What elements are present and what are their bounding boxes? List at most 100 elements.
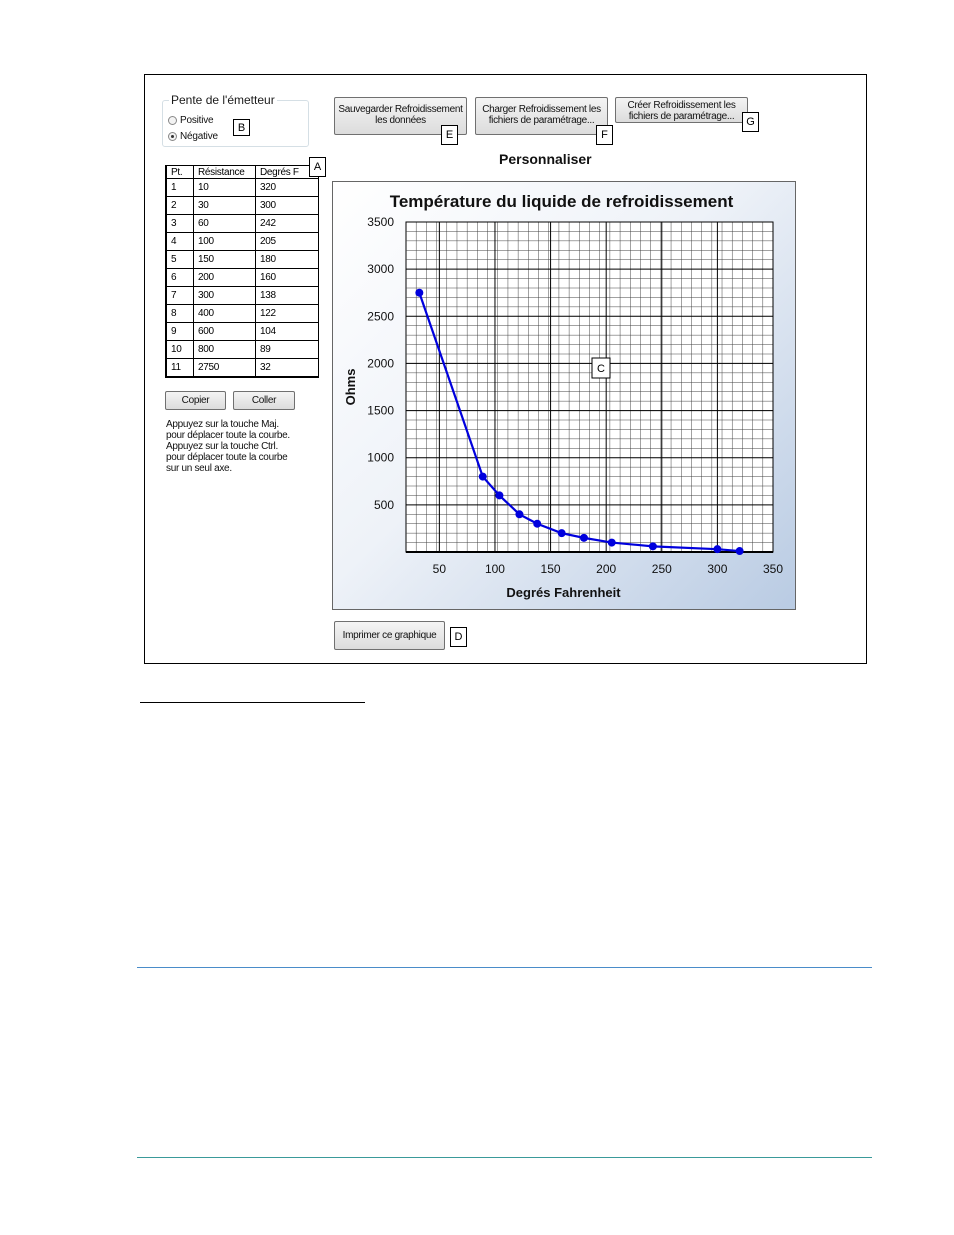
cell-degrees[interactable]: 205 <box>255 232 319 251</box>
table-row[interactable]: 8 400 122 <box>166 304 319 323</box>
emitter-slope-group: Pente de l'émetteur Positive Négative <box>162 93 309 147</box>
y-tick-label: 1000 <box>367 451 394 465</box>
x-tick-label: 50 <box>433 562 447 576</box>
cell-degrees[interactable]: 242 <box>255 214 319 233</box>
table-row[interactable]: 9 600 104 <box>166 322 319 341</box>
table-row[interactable]: 4 100 205 <box>166 232 319 251</box>
keyboard-hint: Appuyez sur la touche Maj. pour déplacer… <box>166 419 316 474</box>
cell-pt[interactable]: 3 <box>166 214 194 233</box>
cell-resistance[interactable]: 300 <box>193 286 256 305</box>
cell-resistance[interactable]: 200 <box>193 268 256 287</box>
hint-line-2: pour déplacer toute la courbe. <box>166 430 290 441</box>
callout-e: E <box>441 125 458 145</box>
cell-pt[interactable]: 5 <box>166 250 194 269</box>
y-tick-label: 3500 <box>367 215 394 229</box>
callout-c: C <box>591 357 611 379</box>
col-header-resistance: Résistance <box>193 166 256 179</box>
positive-radio-button[interactable] <box>168 116 177 125</box>
x-tick-label: 350 <box>763 562 783 576</box>
cell-resistance[interactable]: 100 <box>193 232 256 251</box>
cell-resistance[interactable]: 60 <box>193 214 256 233</box>
cell-degrees[interactable]: 138 <box>255 286 319 305</box>
cell-pt[interactable]: 11 <box>166 358 194 377</box>
hint-line-1: Appuyez sur la touche Maj. <box>166 419 279 430</box>
cell-pt[interactable]: 10 <box>166 340 194 359</box>
cell-resistance[interactable]: 30 <box>193 196 256 215</box>
cell-resistance[interactable]: 800 <box>193 340 256 359</box>
emitter-slope-title: Pente de l'émetteur <box>169 93 277 107</box>
x-tick-label: 250 <box>652 562 672 576</box>
save-button-line-2: les données <box>375 115 426 126</box>
resistance-table[interactable]: Pt. Résistance Degrés F 1 10 320 2 30 300 3 60 2… <box>165 165 319 378</box>
load-button-line-1: Charger Refroidissement les <box>482 104 601 115</box>
customize-heading: Personnaliser <box>499 151 592 167</box>
table-row[interactable]: 10 800 89 <box>166 340 319 359</box>
data-point <box>713 545 722 554</box>
table-row[interactable]: 7 300 138 <box>166 286 319 305</box>
callout-a: A <box>309 157 326 177</box>
cell-degrees[interactable]: 180 <box>255 250 319 269</box>
data-point <box>478 472 487 481</box>
table-row[interactable]: 2 30 300 <box>166 196 319 215</box>
x-tick-label: 150 <box>541 562 561 576</box>
cell-degrees[interactable]: 89 <box>255 340 319 359</box>
x-tick-label: 100 <box>485 562 505 576</box>
temperature-chart[interactable]: 50 100 150 200 250 300 350 500 1000 1500 2000 2500 3… <box>332 181 796 610</box>
chart-svg: 50 100 150 200 250 300 350 500 1000 1500 2000 2500 3… <box>343 192 783 600</box>
y-tick-label: 2500 <box>367 309 394 323</box>
negative-radio[interactable]: Négative <box>168 131 218 142</box>
cell-degrees[interactable]: 300 <box>255 196 319 215</box>
table-row[interactable]: 11 2750 32 <box>166 358 319 377</box>
table-row[interactable]: 6 200 160 <box>166 268 319 287</box>
cell-pt[interactable]: 2 <box>166 196 194 215</box>
cell-pt[interactable]: 8 <box>166 304 194 323</box>
cell-resistance[interactable]: 2750 <box>193 358 256 377</box>
table-row[interactable]: 3 60 242 <box>166 214 319 233</box>
data-point <box>557 529 566 538</box>
create-button-line-1: Créer Refroidissement les <box>627 100 736 111</box>
cell-pt[interactable]: 9 <box>166 322 194 341</box>
positive-radio[interactable]: Positive <box>168 115 214 126</box>
cell-resistance[interactable]: 400 <box>193 304 256 323</box>
data-point <box>607 538 616 547</box>
data-point <box>415 288 424 297</box>
y-tick-label: 3000 <box>367 262 394 276</box>
cell-degrees[interactable]: 320 <box>255 178 319 197</box>
negative-radio-label: Négative <box>180 131 218 142</box>
data-point <box>495 491 504 500</box>
hint-line-4: pour déplacer toute la courbe <box>166 452 288 463</box>
copy-button[interactable]: Copier <box>165 391 226 410</box>
y-tick-label: 1500 <box>367 404 394 418</box>
positive-radio-label: Positive <box>180 115 214 126</box>
cell-pt[interactable]: 6 <box>166 268 194 287</box>
callout-d: D <box>450 627 467 647</box>
load-button-line-2: fichiers de paramétrage... <box>488 115 595 126</box>
cell-degrees[interactable]: 104 <box>255 322 319 341</box>
chart-title: Température du liquide de refroidissemen… <box>390 192 734 211</box>
paste-button[interactable]: Coller <box>233 391 295 410</box>
x-tick-label: 300 <box>707 562 727 576</box>
negative-radio-button[interactable] <box>168 132 177 141</box>
cell-pt[interactable]: 1 <box>166 178 194 197</box>
hint-line-5: sur un seul axe. <box>166 463 232 474</box>
cell-resistance[interactable]: 600 <box>193 322 256 341</box>
cell-degrees[interactable]: 122 <box>255 304 319 323</box>
footer-rule-bottom <box>137 1157 872 1158</box>
hint-line-3: Appuyez sur la touche Ctrl. <box>166 441 278 452</box>
cell-resistance[interactable]: 150 <box>193 250 256 269</box>
table-row[interactable]: 1 10 320 <box>166 178 319 197</box>
x-tick-label: 200 <box>596 562 616 576</box>
cell-degrees[interactable]: 160 <box>255 268 319 287</box>
cell-pt[interactable]: 4 <box>166 232 194 251</box>
table-row[interactable]: 5 150 180 <box>166 250 319 269</box>
cell-degrees[interactable]: 32 <box>255 358 319 377</box>
cell-resistance[interactable]: 10 <box>193 178 256 197</box>
print-chart-button[interactable]: Imprimer ce graphique <box>334 621 445 650</box>
table-header-row: Pt. Résistance Degrés F <box>166 166 319 179</box>
create-files-button[interactable]: Créer Refroidissement les fichiers de pa… <box>615 97 748 123</box>
load-files-button[interactable]: Charger Refroidissement les fichiers de … <box>475 97 608 135</box>
data-point <box>533 519 542 528</box>
create-button-line-2: fichiers de paramétrage... <box>628 111 735 122</box>
cell-pt[interactable]: 7 <box>166 286 194 305</box>
y-tick-label: 2000 <box>367 356 394 370</box>
